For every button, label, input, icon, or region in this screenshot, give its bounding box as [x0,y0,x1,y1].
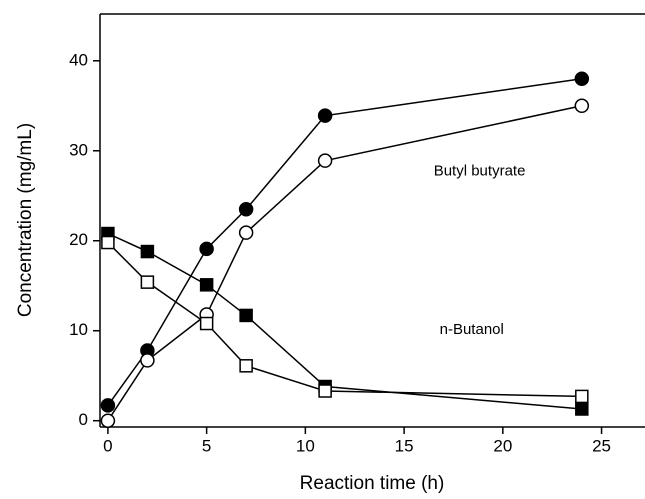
marker [575,389,589,404]
marker [317,153,333,168]
marker [318,384,332,398]
series-line [107,105,582,422]
marker [238,225,254,240]
x-tick-label: 10 [296,436,315,455]
y-tick-label: 40 [69,50,88,69]
marker [317,108,333,123]
y-tick-label: 10 [69,320,88,339]
series-line [107,242,582,398]
marker [140,244,155,259]
y-tick-label: 20 [69,230,88,249]
marker [100,398,116,413]
marker [575,402,589,416]
marker [238,202,254,217]
marker [239,308,253,323]
x-tick-label: 0 [103,436,112,455]
marker [574,98,590,114]
marker [100,413,116,428]
x-tick-label: 20 [493,436,512,455]
y-tick-label: 0 [79,410,88,429]
marker [140,353,155,368]
marker [199,316,214,331]
x-tick-label: 25 [592,436,611,455]
marker [199,278,214,292]
x-tick-label: 15 [395,436,414,455]
series-line [107,232,582,410]
marker [199,241,214,257]
x-tick-label: 5 [202,436,211,455]
marker [140,275,155,289]
annotation: Butyl butyrate [434,162,526,179]
marker [574,71,590,87]
y-tick-label: 30 [69,140,88,159]
x-axis-label: Reaction time (h) [300,473,445,494]
y-axis-label: Concentration (mg/mL) [15,123,36,317]
series-line [107,78,582,406]
annotation: n-Butanol [440,321,504,338]
marker [239,359,253,373]
marker [101,235,115,250]
